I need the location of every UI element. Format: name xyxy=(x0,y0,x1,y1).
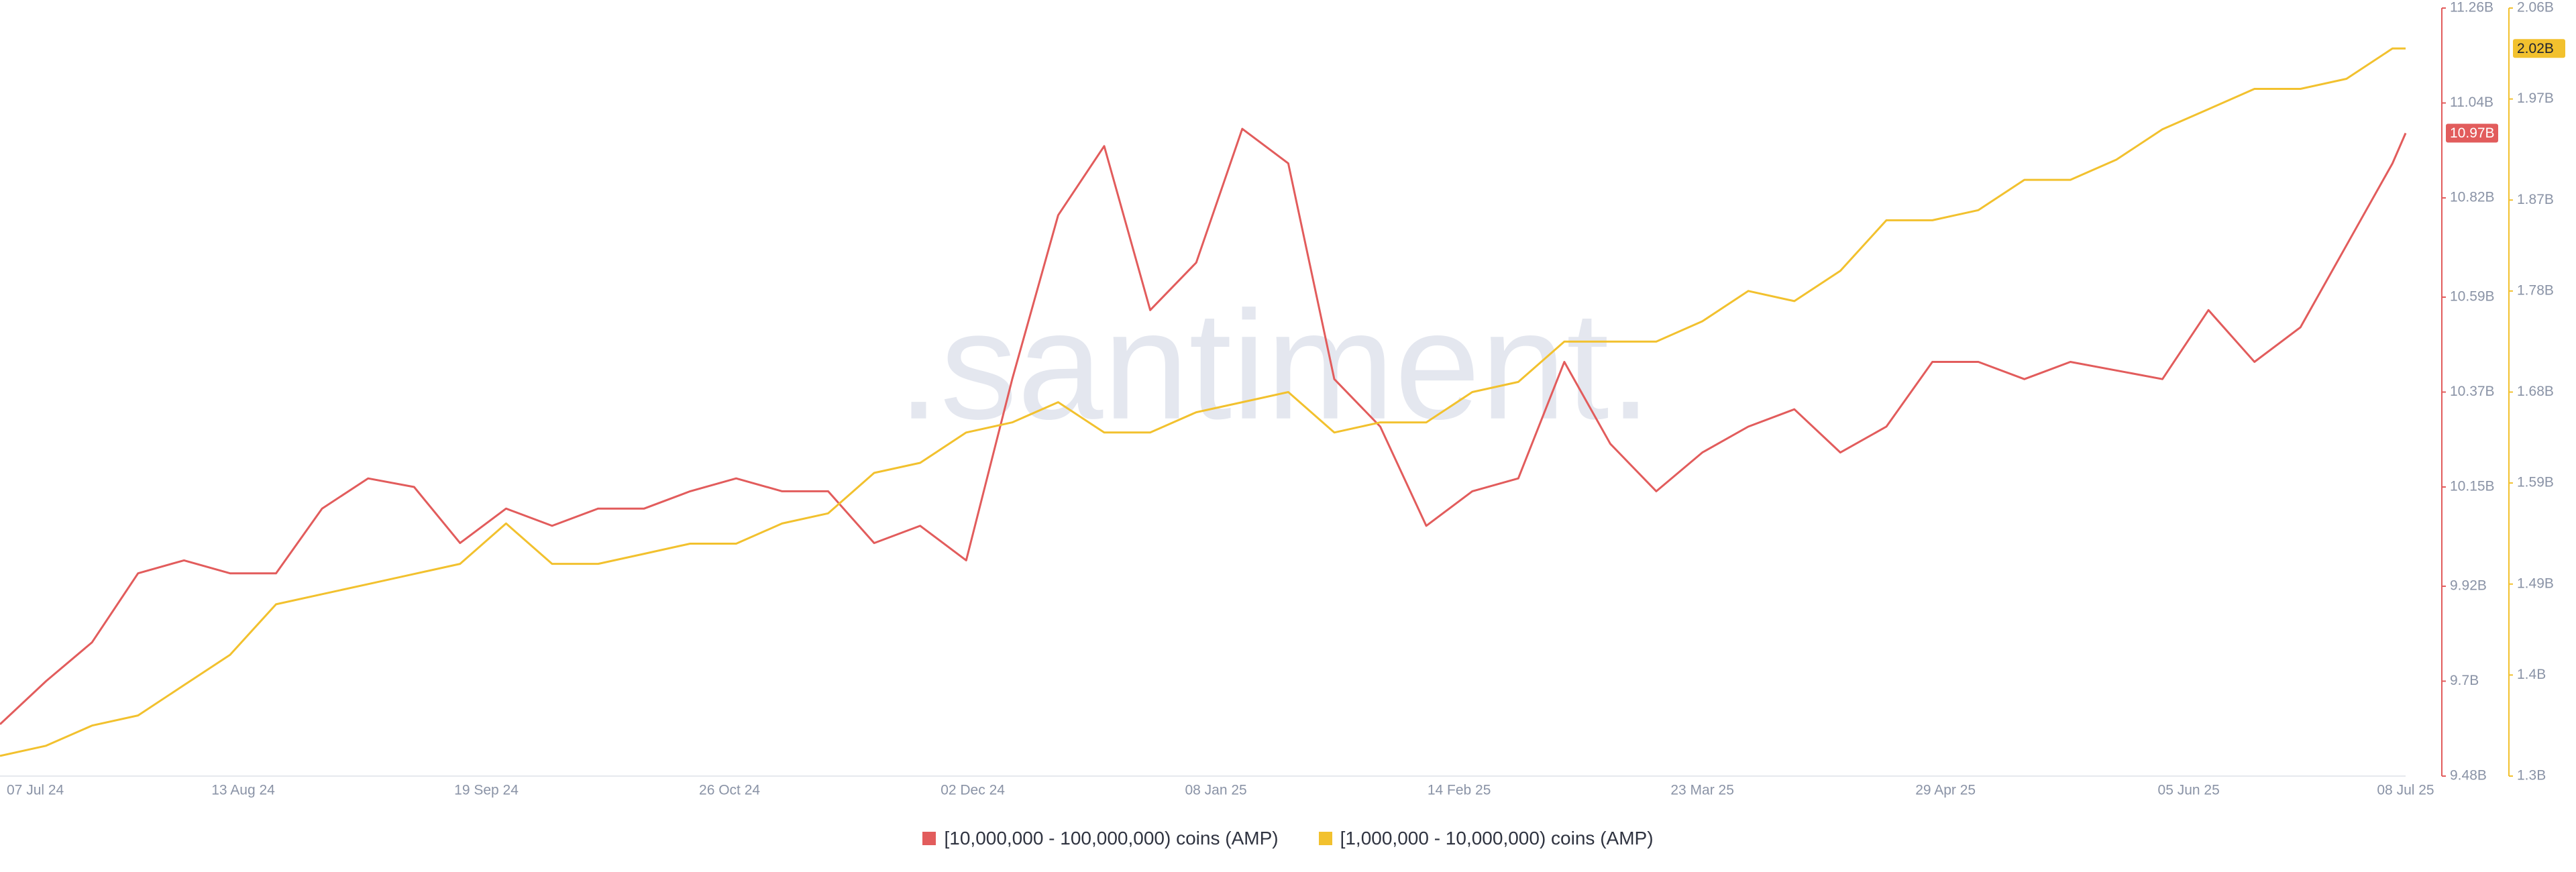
x-tick-label: 14 Feb 25 xyxy=(1428,783,1491,798)
y-tick-label: 10.37B xyxy=(2450,384,2495,399)
y-tick-label: 10.59B xyxy=(2450,289,2495,305)
chart: .santiment. 07 Jul 24 13 Aug 24 19 Sep 24 2… xyxy=(0,0,2565,798)
y-tick-label: 1.78B xyxy=(2517,282,2554,298)
y-tick-label: 9.48B xyxy=(2450,768,2487,783)
x-tick-label: 26 Oct 24 xyxy=(699,783,760,798)
x-tick-label: 19 Sep 24 xyxy=(454,783,519,798)
legend-item[interactable]: [1,000,000 - 10,000,000) coins (AMP) xyxy=(1318,828,1654,849)
y-tick-label: 10.15B xyxy=(2450,479,2495,494)
x-tick-label: 07 Jul 24 xyxy=(7,783,64,798)
x-tick-label: 02 Dec 24 xyxy=(941,783,1005,798)
legend-label: [1,000,000 - 10,000,000) coins (AMP) xyxy=(1340,828,1654,849)
x-tick-label: 23 Mar 25 xyxy=(1670,783,1734,798)
series-line xyxy=(0,127,2407,725)
legend-swatch xyxy=(1318,832,1332,845)
y-tick-label: 9.92B xyxy=(2450,578,2487,594)
x-tick-label: 05 Jun 25 xyxy=(2158,783,2220,798)
value-badge-label: 10.97B xyxy=(2450,125,2495,141)
legend-item[interactable]: [10,000,000 - 100,000,000) coins (AMP) xyxy=(922,828,1279,849)
legend: [10,000,000 - 100,000,000) coins (AMP) [1… xyxy=(0,820,2576,857)
x-tick-label: 13 Aug 24 xyxy=(211,783,275,798)
y-tick-label: 11.04B xyxy=(2450,95,2493,110)
x-tick-label: 29 Apr 25 xyxy=(1915,783,1976,798)
y-tick-label: 1.49B xyxy=(2517,576,2554,591)
x-tick-label: 08 Jan 25 xyxy=(1185,783,1246,798)
value-badge xyxy=(2446,123,2498,143)
legend-swatch xyxy=(922,832,936,845)
y-tick-label: 1.68B xyxy=(2517,384,2554,399)
value-badge-label: 2.02B xyxy=(2517,41,2554,56)
x-tick-label: 08 Jul 25 xyxy=(2377,783,2434,798)
y-tick-label: 2.06B xyxy=(2517,0,2554,15)
legend-label: [10,000,000 - 100,000,000) coins (AMP) xyxy=(944,828,1279,849)
y-tick-label: 10.82B xyxy=(2450,190,2495,205)
y-tick-label: 1.3B xyxy=(2517,768,2546,783)
y-tick-label: 1.4B xyxy=(2517,667,2546,682)
y-tick-label: 9.7B xyxy=(2450,673,2479,688)
y-tick-label: 11.26B xyxy=(2450,0,2493,15)
y-tick-label: 1.59B xyxy=(2517,475,2554,490)
value-badge xyxy=(2513,39,2565,58)
watermark: .santiment. xyxy=(898,279,1652,451)
series-line xyxy=(0,47,2406,757)
y-tick-label: 1.97B xyxy=(2517,91,2554,106)
y-tick-label: 1.87B xyxy=(2517,192,2554,207)
